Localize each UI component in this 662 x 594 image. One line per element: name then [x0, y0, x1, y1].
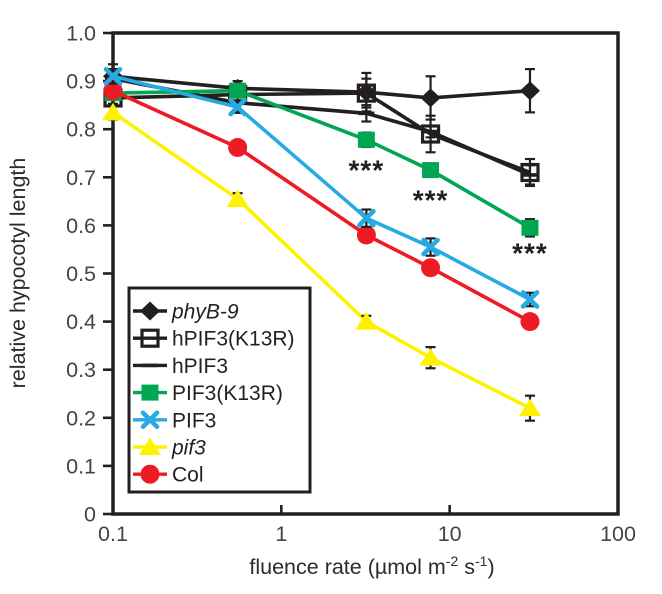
- x-tick-label: 100: [600, 522, 636, 546]
- legend-item-hPIF3(K13R): hPIF3(K13R): [133, 328, 295, 351]
- series-Col: [103, 81, 540, 332]
- x-axis: 0.1 1 10 100: [98, 505, 636, 546]
- y-tick-label: 0.4: [66, 310, 96, 334]
- y-tick-label: 1.0: [66, 22, 96, 46]
- x-tick-label: 0.1: [98, 522, 128, 546]
- legend-box: [127, 286, 312, 494]
- legend-label: hPIF3: [172, 355, 228, 378]
- x-tick-label: 10: [438, 522, 462, 546]
- x-axis-title: fluence rate (µmol m-2 s-1): [249, 553, 494, 579]
- plot-border: [111, 31, 620, 516]
- legend-item-phyB-9: phyB-9: [133, 301, 239, 324]
- legend-label: hPIF3(K13R): [172, 328, 295, 351]
- y-axis: 0 0.1 0.2 0.3 0.4 0.5 0.6 0.7 0.8 0.9 1.0: [66, 22, 112, 527]
- series-pif3: [102, 102, 541, 422]
- legend-label: PIF3(K13R): [172, 382, 283, 405]
- y-tick-label: 0.1: [66, 454, 96, 478]
- series-PIF3: [103, 66, 540, 309]
- y-tick-label: 0.5: [66, 262, 96, 286]
- y-tick-label: 0.7: [66, 166, 96, 190]
- y-tick-label: 0.9: [66, 70, 96, 94]
- legend-label: Col: [172, 464, 204, 487]
- legend-item-pif3: pif3: [133, 437, 206, 460]
- legend-label: pif3: [171, 437, 206, 460]
- significance-stars: *** *** ***: [349, 155, 548, 269]
- legend-item-PIF3: PIF3: [133, 409, 216, 432]
- legend-item-hPIF3: hPIF3: [133, 355, 228, 378]
- x-tick-label: 1: [275, 522, 287, 546]
- legend-item-Col: Col: [133, 464, 204, 487]
- y-tick-label: 0.8: [66, 118, 96, 142]
- legend: phyB-9 hPIF3(K13R) hPIF3 PIF3(K13R) PIF3 pif3…: [127, 286, 312, 494]
- y-tick-label: 0: [84, 503, 96, 527]
- y-tick-label: 0.6: [66, 214, 96, 238]
- y-tick-label: 0.3: [66, 358, 96, 382]
- legend-label: PIF3: [172, 409, 216, 432]
- y-tick-label: 0.2: [66, 406, 96, 430]
- star-annotation: ***: [413, 185, 449, 216]
- star-annotation: ***: [349, 155, 385, 186]
- star-annotation: ***: [512, 237, 548, 268]
- legend-label: phyB-9: [171, 301, 239, 324]
- y-axis-title: relative hypocotyl length: [6, 158, 30, 389]
- legend-item-PIF3(K13R): PIF3(K13R): [133, 382, 283, 405]
